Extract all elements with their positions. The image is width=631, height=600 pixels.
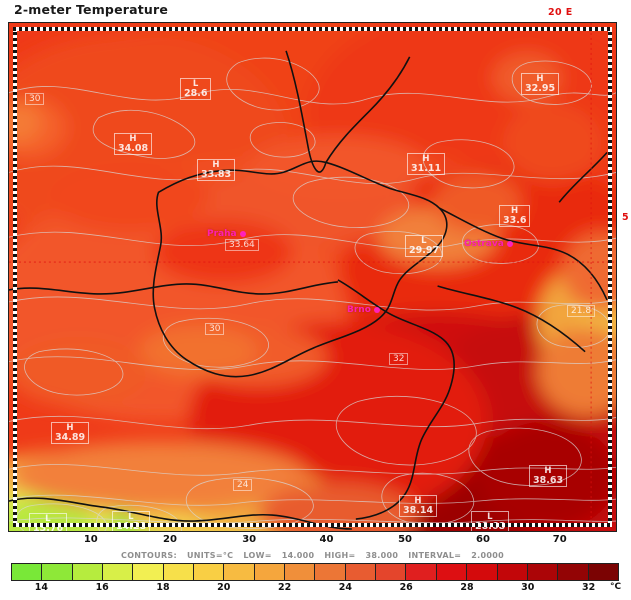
colorbar-swatch — [315, 564, 346, 580]
colorbar-swatch — [254, 564, 286, 580]
x-tick-label: 50 — [398, 534, 413, 545]
colorbar-tick-label: 32 — [581, 582, 596, 593]
temperature-field — [9, 23, 616, 531]
longitude-label: 20 E — [548, 7, 573, 18]
colorbar-swatch — [588, 564, 618, 580]
interval-label: INTERVAL= — [408, 551, 462, 560]
colorbar-tick-labels: 141618202224262830323436 — [11, 582, 619, 596]
colorbar-swatch — [345, 564, 377, 580]
contours-label: CONTOURS: — [121, 551, 177, 560]
colorbar-swatch — [103, 564, 134, 580]
colorbar-swatch — [42, 564, 73, 580]
extremum-marker: H 34.89 — [51, 422, 90, 444]
x-tick-label: 70 — [552, 534, 567, 545]
contour-label: 30 — [25, 93, 45, 105]
high-value: 38.000 — [365, 551, 399, 560]
extremum-marker: H 32.95 — [521, 73, 560, 95]
colorbar-tick-label: 28 — [460, 582, 474, 593]
extremum-marker: H 33.6 — [499, 205, 531, 227]
city-label: Brno — [347, 305, 371, 315]
colorbar-swatch — [527, 564, 559, 580]
colorbar-tick-label: 14 — [34, 582, 49, 593]
city-dot-icon — [373, 306, 380, 313]
units-label: UNITS=°C — [186, 551, 234, 560]
x-tick-label: 30 — [242, 534, 257, 545]
extremum-marker: H 31.11 — [407, 153, 446, 175]
colorbar-swatch — [558, 564, 589, 580]
colorbar-swatch — [72, 564, 104, 580]
colorbar-swatch — [376, 564, 407, 580]
extremum-marker: L 28.6 — [180, 78, 212, 100]
x-tick-label: 40 — [319, 534, 334, 545]
extremum-marker: H 33.83 — [197, 159, 236, 181]
city-dot-icon — [239, 230, 246, 237]
contour-label: 32 — [389, 353, 409, 365]
page-title: 2-meter Temperature — [14, 2, 169, 17]
colorbar-tick-label: 26 — [399, 582, 413, 593]
colorbar-tick-label: 18 — [156, 582, 170, 593]
colorbar-tick-label: 30 — [521, 582, 535, 593]
city-dot-icon — [506, 240, 513, 247]
colorbar-swatch — [497, 564, 528, 580]
high-label: HIGH= — [324, 551, 356, 560]
colorbar-tick-label: 22 — [277, 582, 292, 593]
city-label: Ostrava — [464, 239, 504, 249]
interval-value: 2.0000 — [471, 551, 504, 560]
colorbar-unit-label: °C — [610, 582, 622, 592]
colorbar-swatch — [224, 564, 255, 580]
colorbar-tick-label: 24 — [338, 582, 353, 593]
extremum-marker: H 34.08 — [114, 133, 153, 155]
x-tick-label: 10 — [83, 534, 98, 545]
low-label: LOW= — [243, 551, 272, 560]
city-marker-ostrava[interactable]: Ostrava — [464, 239, 513, 249]
latitude-label: 5 — [622, 212, 629, 223]
colorbar-swatch — [133, 564, 164, 580]
city-marker-brno[interactable]: Brno — [347, 305, 380, 315]
extremum-marker: L 14.28 — [112, 511, 151, 531]
contour-label: 30 — [205, 323, 225, 335]
extremum-marker: L 13.76 — [29, 513, 68, 531]
colorbar-tick-label: 16 — [95, 582, 109, 593]
contour-label: 33.64 — [225, 239, 259, 251]
extremum-marker: H 38.14 — [399, 495, 438, 517]
extremum-marker: H 38.63 — [529, 465, 568, 487]
x-tick-label: 20 — [163, 534, 177, 545]
colorbar-swatch — [467, 564, 498, 580]
colorbar-swatch — [194, 564, 225, 580]
extremum-marker: L 28.68 — [471, 511, 510, 531]
colorbar-swatch — [285, 564, 316, 580]
city-marker-praha[interactable]: Praha — [207, 229, 246, 239]
colorbar-swatch — [163, 564, 195, 580]
colorbar[interactable] — [11, 563, 619, 581]
low-value: 14.000 — [281, 551, 315, 560]
colorbar-tick-label: 20 — [217, 582, 231, 593]
city-label: Praha — [207, 229, 237, 239]
x-axis: 10 20 30 40 50 60 70 — [8, 533, 617, 549]
contour-label: 21.8 — [567, 305, 596, 317]
contour-label: 24 — [233, 479, 253, 491]
extremum-marker: L 29.97 — [405, 235, 444, 257]
colorbar-swatch — [436, 564, 468, 580]
map-frame[interactable]: L 28.6 H 32.95 H 34.08 H 33.83 H 31.11 H 33.6 … — [8, 22, 617, 532]
colorbar-swatch — [12, 564, 43, 580]
x-tick-label: 60 — [476, 534, 490, 545]
contour-info-line: CONTOURS: UNITS=°C LOW= 14.000 HIGH= 38.… — [8, 551, 617, 560]
colorbar-swatch — [406, 564, 437, 580]
